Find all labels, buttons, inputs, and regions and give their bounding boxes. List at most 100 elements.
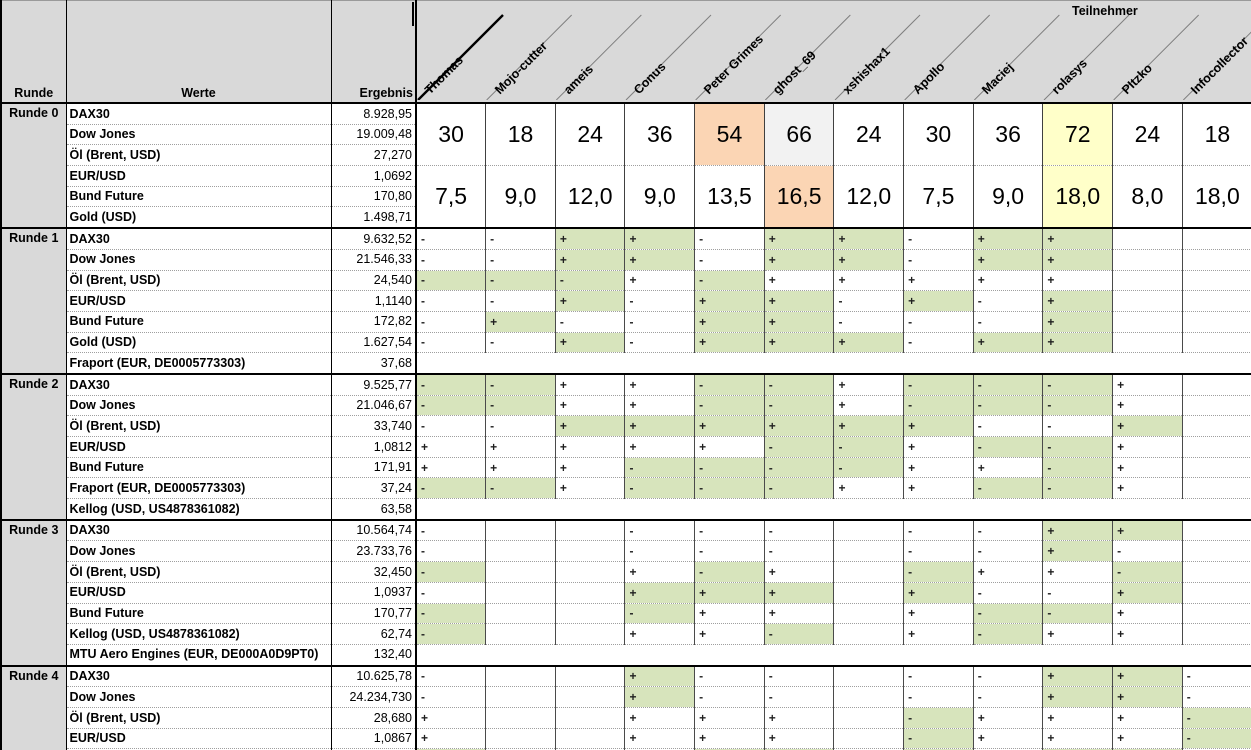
prediction-cell[interactable]: + [833, 394, 904, 416]
asset-label[interactable]: Dow Jones [66, 248, 332, 270]
result-value[interactable]: 21.046,67 [331, 394, 417, 416]
prediction-cell[interactable]: - [485, 269, 556, 291]
prediction-cell[interactable]: + [624, 394, 695, 416]
prediction-cell[interactable] [1181, 331, 1251, 353]
asset-label[interactable]: Öl (Brent, USD) [66, 269, 332, 291]
prediction-cell[interactable]: - [624, 518, 695, 541]
result-value[interactable]: 10.564,74 [331, 518, 417, 541]
prediction-cell[interactable] [1112, 269, 1183, 291]
prediction-cell[interactable]: - [415, 561, 486, 583]
asset-label[interactable]: Gold (USD) [66, 206, 332, 229]
prediction-cell[interactable]: + [1112, 664, 1183, 687]
prediction-cell[interactable]: - [485, 227, 556, 250]
prediction-cell[interactable] [1112, 227, 1183, 250]
prediction-cell[interactable]: - [763, 394, 834, 416]
result-value[interactable]: 32,450 [331, 561, 417, 583]
prediction-cell[interactable]: - [624, 602, 695, 624]
prediction-cell[interactable]: + [554, 290, 625, 312]
prediction-cell[interactable]: - [415, 518, 486, 541]
prediction-cell[interactable]: + [554, 477, 625, 499]
prediction-cell[interactable]: + [1112, 748, 1183, 750]
result-value[interactable]: 9.525,77 [331, 372, 417, 396]
prediction-cell[interactable] [554, 623, 625, 645]
prediction-cell[interactable]: + [1181, 748, 1251, 750]
score-cell[interactable]: 16,5 [763, 165, 834, 229]
result-value[interactable]: 1,0692 [331, 165, 417, 187]
result-value[interactable]: 172,82 [331, 310, 417, 333]
prediction-cell[interactable]: - [833, 456, 904, 478]
score-cell[interactable]: 36 [972, 102, 1043, 166]
prediction-cell[interactable]: + [1112, 623, 1183, 645]
prediction-cell[interactable]: - [903, 372, 974, 396]
result-value[interactable]: 1,1140 [331, 290, 417, 312]
prediction-cell[interactable]: + [624, 227, 695, 250]
prediction-cell[interactable] [485, 727, 556, 749]
asset-label[interactable]: DAX30 [66, 518, 332, 541]
result-value[interactable]: 170,77 [331, 602, 417, 624]
prediction-cell[interactable]: + [415, 706, 486, 729]
result-value[interactable]: 21.546,33 [331, 248, 417, 270]
prediction-cell[interactable]: + [763, 269, 834, 291]
prediction-cell[interactable]: - [485, 248, 556, 270]
prediction-cell[interactable]: + [624, 686, 695, 708]
prediction-cell[interactable] [1112, 290, 1183, 312]
prediction-cell[interactable]: - [763, 540, 834, 562]
prediction-cell[interactable] [833, 727, 904, 749]
prediction-cell[interactable]: - [1042, 436, 1113, 458]
prediction-cell[interactable] [554, 664, 625, 687]
asset-label[interactable]: Kellog (USD, US4878361082) [66, 623, 332, 645]
prediction-cell[interactable]: + [694, 415, 765, 437]
asset-label[interactable]: Dow Jones [66, 394, 332, 416]
prediction-cell[interactable]: - [415, 415, 486, 437]
prediction-cell[interactable] [485, 581, 556, 603]
prediction-cell[interactable]: - [833, 290, 904, 312]
result-value[interactable]: 8.928,95 [331, 101, 417, 125]
prediction-cell[interactable]: + [1112, 602, 1183, 624]
prediction-cell[interactable]: + [624, 248, 695, 270]
round-label[interactable]: Runde 2 [1, 372, 67, 520]
prediction-cell[interactable]: - [415, 310, 486, 333]
asset-label[interactable]: Dow Jones [66, 540, 332, 562]
prediction-cell[interactable]: - [415, 372, 486, 396]
prediction-cell[interactable]: - [624, 477, 695, 499]
prediction-cell[interactable]: + [1112, 686, 1183, 708]
prediction-cell[interactable] [554, 748, 625, 750]
prediction-cell[interactable]: - [694, 518, 765, 541]
prediction-cell[interactable]: + [903, 415, 974, 437]
prediction-cell[interactable] [554, 706, 625, 729]
asset-label[interactable]: Dow Jones [66, 123, 332, 145]
prediction-cell[interactable]: - [972, 581, 1043, 603]
prediction-cell[interactable]: - [763, 477, 834, 499]
prediction-cell[interactable]: - [1042, 602, 1113, 624]
prediction-cell[interactable]: - [903, 248, 974, 270]
prediction-cell[interactable]: - [415, 602, 486, 624]
prediction-cell[interactable]: - [554, 310, 625, 333]
prediction-cell[interactable]: + [972, 248, 1043, 270]
asset-label[interactable]: Bund Future [66, 310, 332, 333]
prediction-cell[interactable]: - [485, 290, 556, 312]
prediction-cell[interactable]: - [972, 748, 1043, 750]
prediction-cell[interactable]: - [833, 310, 904, 333]
prediction-cell[interactable]: + [694, 290, 765, 312]
result-value[interactable]: 24.234,730 [331, 686, 417, 708]
prediction-cell[interactable]: - [485, 394, 556, 416]
prediction-cell[interactable]: + [903, 290, 974, 312]
prediction-cell[interactable]: - [1042, 394, 1113, 416]
prediction-cell[interactable]: + [624, 436, 695, 458]
prediction-cell[interactable]: - [1042, 581, 1113, 603]
prediction-cell[interactable]: + [624, 415, 695, 437]
prediction-cell[interactable] [1181, 456, 1251, 478]
score-cell[interactable]: 24 [833, 102, 904, 166]
prediction-cell[interactable]: + [485, 436, 556, 458]
prediction-cell[interactable] [485, 540, 556, 562]
prediction-cell[interactable] [485, 623, 556, 645]
prediction-cell[interactable]: + [763, 290, 834, 312]
prediction-cell[interactable]: + [624, 664, 695, 687]
prediction-cell[interactable]: + [1042, 540, 1113, 562]
prediction-cell[interactable]: - [972, 310, 1043, 333]
prediction-cell[interactable]: + [1042, 310, 1113, 333]
asset-label[interactable]: EUR/USD [66, 727, 332, 749]
prediction-cell[interactable] [1181, 436, 1251, 458]
ergebnis-column-header[interactable]: Ergebnis [331, 0, 417, 104]
prediction-cell[interactable]: + [763, 602, 834, 624]
